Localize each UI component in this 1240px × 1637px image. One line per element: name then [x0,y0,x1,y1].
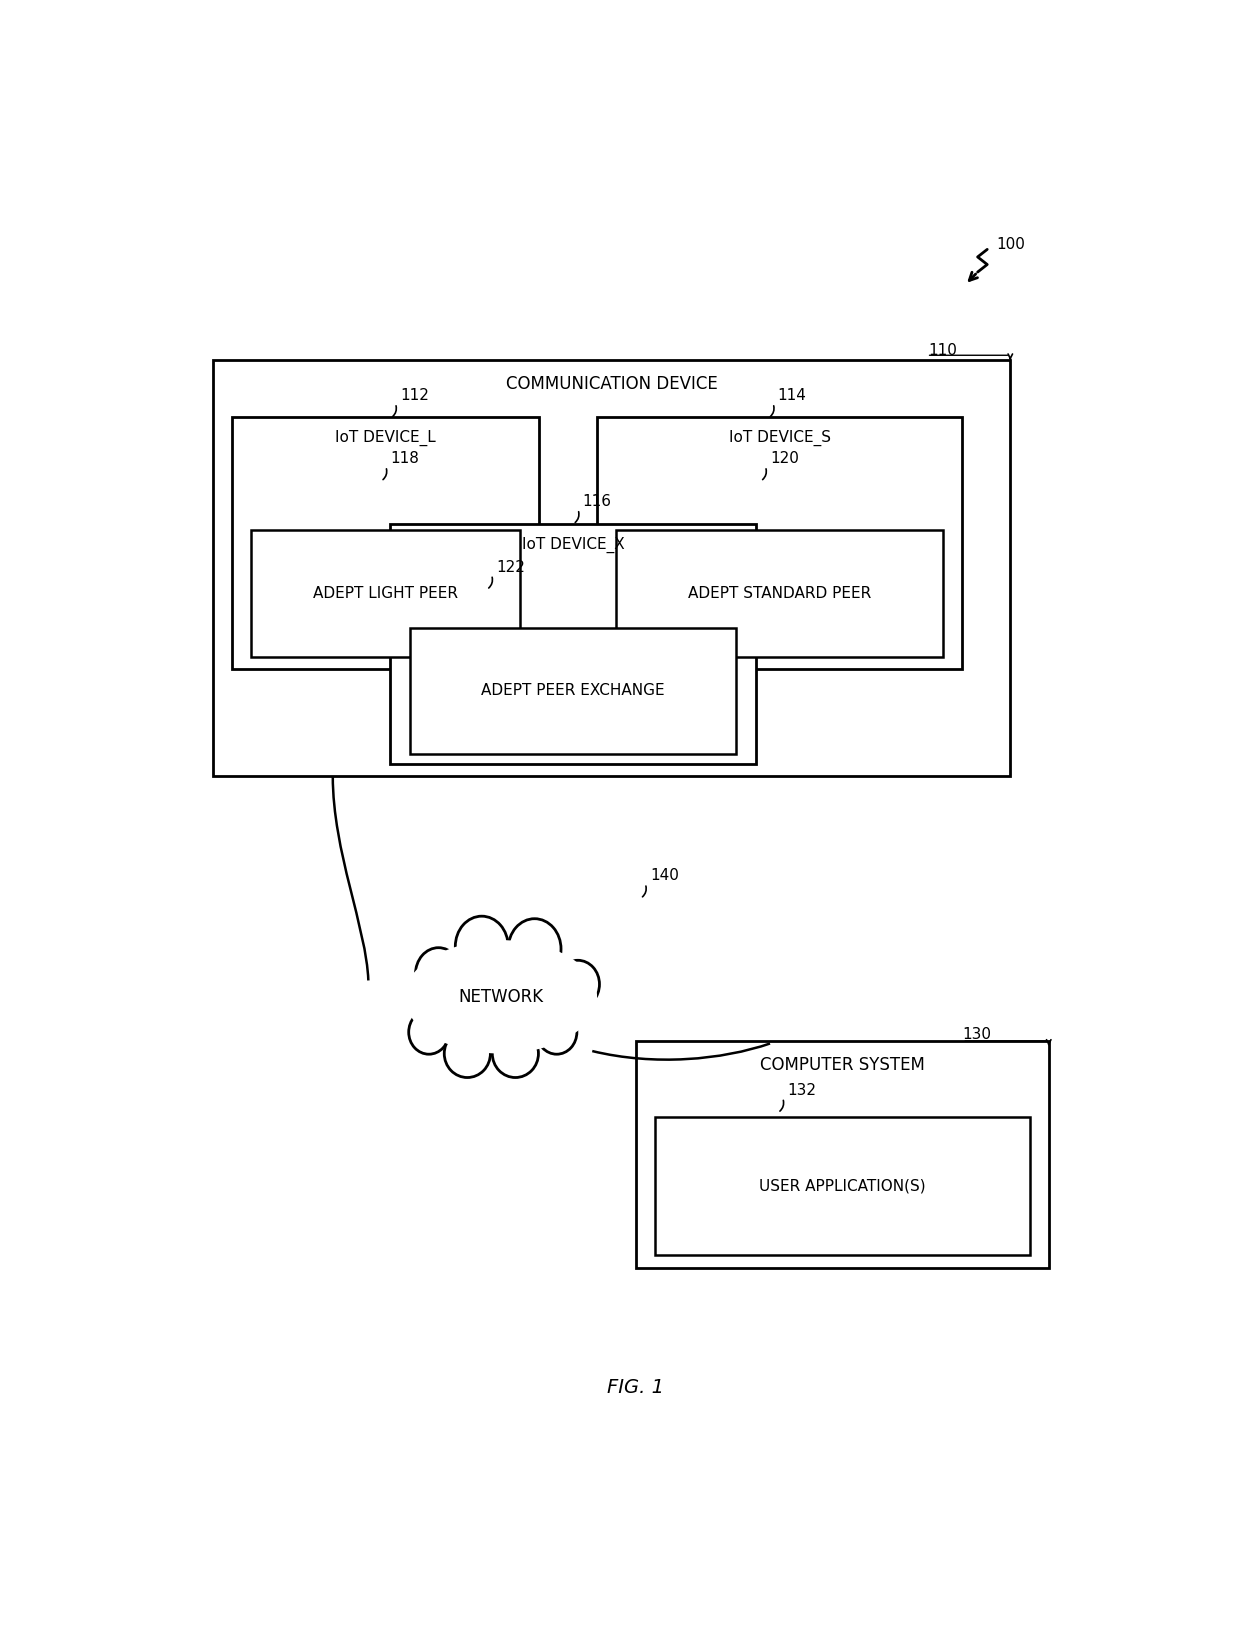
FancyBboxPatch shape [635,1041,1049,1267]
Text: 140: 140 [650,868,678,884]
Ellipse shape [537,1010,577,1054]
Text: NETWORK: NETWORK [459,987,543,1005]
Text: COMPUTER SYSTEM: COMPUTER SYSTEM [760,1056,925,1074]
FancyBboxPatch shape [213,360,1011,776]
Ellipse shape [557,961,599,1008]
Ellipse shape [404,963,453,1044]
Text: IoT DEVICE_X: IoT DEVICE_X [522,537,625,553]
Text: FIG. 1: FIG. 1 [608,1378,663,1396]
Text: 112: 112 [401,388,429,403]
Ellipse shape [455,917,508,977]
Text: 122: 122 [496,560,525,575]
Text: 120: 120 [770,452,799,467]
FancyBboxPatch shape [391,524,755,763]
FancyBboxPatch shape [409,627,737,753]
FancyBboxPatch shape [232,417,539,670]
Ellipse shape [404,940,596,1054]
Text: 116: 116 [583,494,611,509]
Text: USER APPLICATION(S): USER APPLICATION(S) [759,1179,925,1193]
Text: 130: 130 [962,1026,991,1043]
Ellipse shape [508,918,560,979]
Ellipse shape [422,946,580,1048]
Ellipse shape [492,1030,538,1077]
Ellipse shape [415,948,461,1000]
Text: 110: 110 [929,342,957,359]
Text: COMMUNICATION DEVICE: COMMUNICATION DEVICE [506,375,718,393]
Ellipse shape [444,1030,490,1077]
FancyBboxPatch shape [616,530,944,656]
Text: ADEPT LIGHT PEER: ADEPT LIGHT PEER [314,586,458,601]
Ellipse shape [554,963,601,1044]
Text: 114: 114 [777,388,806,403]
FancyBboxPatch shape [655,1116,1029,1256]
Text: 118: 118 [391,452,419,467]
FancyBboxPatch shape [596,417,962,670]
Text: ADEPT PEER EXCHANGE: ADEPT PEER EXCHANGE [481,683,665,697]
Text: IoT DEVICE_S: IoT DEVICE_S [729,429,831,445]
Text: ADEPT STANDARD PEER: ADEPT STANDARD PEER [688,586,872,601]
Text: 100: 100 [996,237,1024,252]
FancyBboxPatch shape [250,530,521,656]
Text: IoT DEVICE_L: IoT DEVICE_L [335,429,436,445]
Ellipse shape [409,1010,449,1054]
Text: 132: 132 [787,1082,816,1098]
